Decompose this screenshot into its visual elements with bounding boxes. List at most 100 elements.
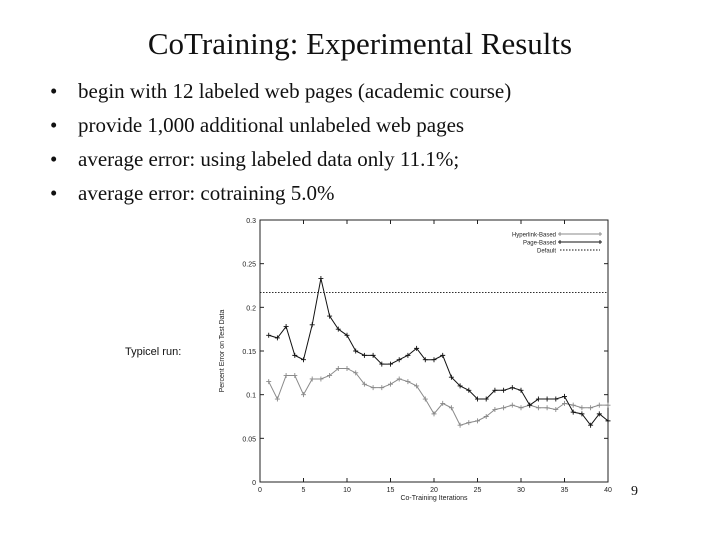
series-1-point bbox=[292, 352, 298, 358]
series-0-point bbox=[335, 365, 341, 371]
series-0-point bbox=[379, 385, 385, 391]
legend-label: Page-Based bbox=[523, 241, 556, 247]
bullet-marker: • bbox=[50, 79, 58, 103]
series-1-point bbox=[509, 385, 515, 391]
y-tick-label: 0.25 bbox=[242, 262, 256, 269]
series-1-point bbox=[301, 357, 306, 363]
x-tick-label: 40 bbox=[604, 487, 612, 494]
series-1-point bbox=[570, 409, 576, 415]
x-tick-label: 10 bbox=[343, 487, 351, 494]
series-0-point bbox=[553, 407, 559, 413]
series-1-point bbox=[274, 335, 280, 341]
series-0-point bbox=[579, 405, 585, 411]
series-0-point bbox=[492, 407, 498, 413]
series-0-point bbox=[318, 376, 324, 382]
series-0-point bbox=[388, 381, 393, 387]
legend-label: Default bbox=[537, 249, 556, 255]
series-0-point bbox=[283, 372, 289, 378]
typical-run-label: Typicel run: bbox=[125, 346, 182, 358]
series-0-point bbox=[414, 383, 420, 389]
x-tick-label: 35 bbox=[561, 487, 569, 494]
series-0-point bbox=[562, 400, 567, 406]
series-1-point bbox=[344, 332, 350, 338]
series-0-point bbox=[483, 414, 489, 419]
series-1-point bbox=[588, 422, 594, 428]
x-tick-label: 25 bbox=[474, 487, 482, 494]
series-1-point bbox=[266, 332, 272, 338]
page-number: 9 bbox=[631, 484, 638, 499]
series-1-point bbox=[466, 387, 472, 393]
bullet-text: average error: cotraining 5.0% bbox=[78, 181, 335, 205]
series-1-point bbox=[422, 357, 428, 363]
series-0-point bbox=[544, 405, 550, 411]
y-tick-label: 0.1 bbox=[246, 393, 256, 400]
series-1-point bbox=[492, 387, 498, 393]
bullet-text: begin with 12 labeled web pages (academi… bbox=[78, 79, 512, 103]
y-axis-label: Percent Error on Test Data bbox=[219, 310, 226, 393]
series-1-point bbox=[544, 396, 550, 402]
x-axis-label: Co-Training Iterations bbox=[400, 495, 468, 502]
y-tick-label: 0.3 bbox=[246, 218, 256, 225]
series-0-point bbox=[292, 372, 298, 378]
series-1-point bbox=[457, 383, 463, 389]
series-1-point bbox=[431, 357, 437, 363]
series-1-point bbox=[483, 396, 489, 402]
series-1-point bbox=[318, 276, 324, 282]
series-1-point bbox=[579, 411, 585, 417]
series-0-point bbox=[396, 376, 402, 382]
series-0-point bbox=[475, 418, 480, 424]
series-1-point bbox=[396, 357, 402, 363]
series-line-0 bbox=[268, 367, 608, 426]
series-0-point bbox=[301, 392, 306, 398]
bullet-marker: • bbox=[50, 147, 58, 171]
x-tick-label: 5 bbox=[302, 487, 306, 494]
error-chart: 0 0.05 0.1 0.15 0.2 0.25 0.3 0 5 10 15 20 25 30 35 40 Co… bbox=[219, 218, 612, 502]
series-0-point bbox=[596, 402, 602, 408]
legend-marker bbox=[598, 232, 602, 236]
series-1-point bbox=[283, 324, 289, 330]
series-1-point bbox=[309, 322, 315, 328]
series-1-point bbox=[405, 352, 411, 358]
bullet-marker: • bbox=[50, 113, 58, 137]
x-tick-label: 15 bbox=[387, 487, 395, 494]
series-1-point bbox=[414, 345, 420, 351]
series-0-point bbox=[353, 370, 359, 376]
series-1-point bbox=[518, 387, 524, 393]
legend-marker bbox=[598, 240, 602, 244]
series-1-point bbox=[379, 361, 385, 367]
bullet-item: • average error: using labeled data only … bbox=[50, 142, 511, 176]
plot-frame bbox=[259, 219, 609, 483]
series-1-point bbox=[501, 387, 507, 393]
series-0-point bbox=[431, 411, 437, 417]
series-1-point bbox=[388, 361, 393, 367]
series-line-1 bbox=[268, 278, 609, 427]
series-1-point bbox=[353, 348, 359, 354]
legend-label: Hyperlink-Based bbox=[512, 233, 556, 239]
series-1-point bbox=[440, 352, 446, 358]
series-0-point bbox=[570, 402, 576, 408]
bullet-item: • average error: cotraining 5.0% bbox=[50, 176, 511, 210]
bullet-list: • begin with 12 labeled web pages (academ… bbox=[50, 74, 511, 210]
series-0-point bbox=[457, 422, 463, 428]
series-0-point bbox=[370, 385, 376, 391]
series-1-point bbox=[553, 396, 559, 402]
series-0-point bbox=[535, 405, 541, 411]
series-0-point bbox=[344, 365, 350, 371]
bullet-item: • provide 1,000 additional unlabeled web … bbox=[50, 108, 511, 142]
bullet-text: provide 1,000 additional unlabeled web p… bbox=[78, 113, 465, 137]
y-tick-label: 0 bbox=[252, 480, 256, 487]
y-tick-label: 0.2 bbox=[246, 305, 256, 312]
series-0-point bbox=[448, 405, 454, 411]
series-0-point bbox=[422, 396, 428, 402]
y-tick-label: 0.15 bbox=[242, 349, 256, 356]
x-tick-label: 20 bbox=[430, 487, 438, 494]
series-0-point bbox=[309, 376, 315, 382]
series-1-point bbox=[527, 402, 533, 408]
series-1-point bbox=[370, 352, 376, 358]
series-0-point bbox=[327, 372, 333, 378]
series-0-point bbox=[518, 405, 524, 411]
bullet-item: • begin with 12 labeled web pages (academ… bbox=[50, 74, 511, 108]
series-0-point bbox=[509, 402, 515, 408]
y-tick-label: 0.05 bbox=[242, 436, 256, 443]
series-0-point bbox=[405, 379, 411, 385]
